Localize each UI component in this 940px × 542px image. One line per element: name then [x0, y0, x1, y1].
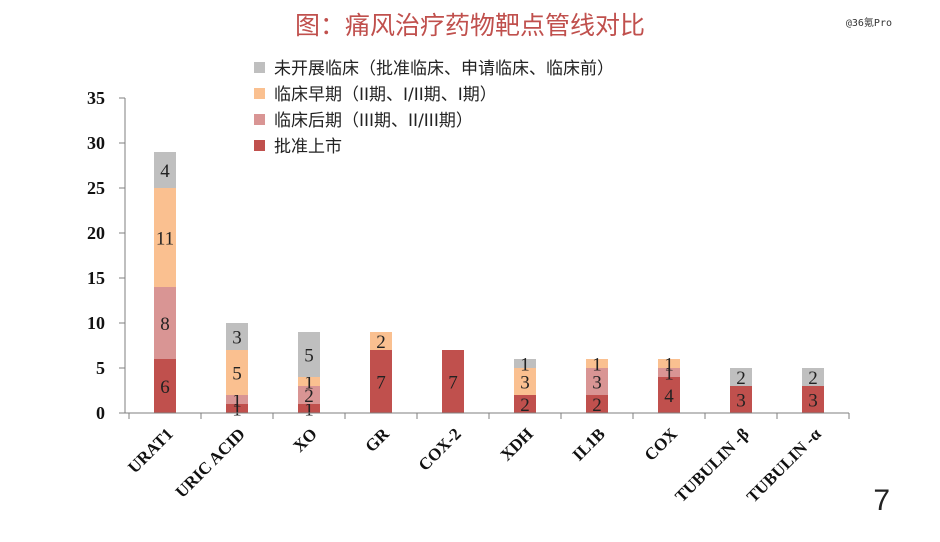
bar-data-label: 1 [592, 355, 602, 376]
x-category-label: XO [289, 424, 320, 455]
legend-swatch [254, 62, 265, 73]
bar-segment [658, 359, 680, 368]
y-tick-label: 5 [96, 358, 105, 378]
x-category-label: TUBULIN -β [671, 424, 753, 506]
bar-data-label: 11 [156, 229, 174, 250]
bar-segment [802, 368, 824, 386]
bar-segment [154, 359, 176, 413]
bar-segment [658, 368, 680, 377]
x-category-label: IL1B [569, 424, 609, 464]
bar-data-label: 8 [160, 314, 170, 335]
bar-data-label: 2 [520, 395, 530, 416]
bar-segment [802, 386, 824, 413]
bar-data-label: 2 [376, 332, 386, 353]
x-category-label: TUBULIN -α [743, 424, 825, 506]
x-category-label: COX [641, 424, 682, 465]
x-category-label: GR [361, 424, 393, 456]
bar-data-label: 2 [304, 386, 314, 407]
bar-segment [586, 368, 608, 395]
legend-entry: 临床后期（III期、II/III期） [274, 111, 473, 131]
y-axis: 0 5 10 15 20 25 30 35 [87, 88, 126, 423]
bar-segment [226, 323, 248, 350]
legend-entry: 批准上市 [274, 137, 342, 157]
y-tick-label: 35 [87, 88, 105, 108]
bar-segment [298, 377, 320, 386]
bar-segment [514, 359, 536, 368]
bar-segment [586, 359, 608, 368]
bar-data-label: 7 [376, 373, 386, 394]
bar-data-label: 6 [160, 377, 170, 398]
legend: 未开展临床（批准临床、申请临床、临床前） 临床早期（II期、I/II期、I期） 临床… [254, 59, 614, 157]
watermark: @36氪Pro [845, 18, 892, 29]
y-tick-label: 25 [87, 178, 105, 198]
bar-data-label: 1 [664, 364, 674, 385]
bar-segment [730, 386, 752, 413]
bar-data-label: 2 [736, 368, 746, 389]
y-tick-label: 0 [96, 403, 105, 423]
y-tick-label: 30 [87, 133, 105, 153]
bar-data-label: 7 [448, 373, 458, 394]
x-category-label: URIC ACID [172, 424, 249, 501]
bar-data-label: 3 [520, 373, 530, 394]
slide-number: 7 [873, 484, 890, 517]
bar-data-label: 2 [808, 368, 818, 389]
bar-data-label: 3 [592, 373, 602, 394]
bar-data-label: 4 [160, 161, 170, 182]
bar-data-label: 2 [592, 395, 602, 416]
bar-segment [514, 368, 536, 395]
bar-segment [226, 404, 248, 413]
bar-segment [154, 152, 176, 188]
bar-segment [226, 395, 248, 404]
legend-swatch [254, 140, 265, 151]
y-tick-label: 15 [87, 268, 105, 288]
bar-segment [298, 386, 320, 404]
bar-segment [370, 332, 392, 350]
bar-segment [658, 377, 680, 413]
bar-segment [154, 188, 176, 287]
bar-segment [586, 395, 608, 413]
y-tick-label: 10 [87, 313, 105, 333]
bar-segment [226, 350, 248, 395]
legend-swatch [254, 114, 265, 125]
bar-data-label: 1 [304, 400, 314, 421]
bar-data-label: 3 [736, 391, 746, 412]
bar-data-label: 5 [232, 364, 242, 385]
bar-data-label: 1 [520, 355, 530, 376]
bar-data-label: 1 [232, 391, 242, 412]
bar-segment [442, 350, 464, 413]
bar-segment [298, 404, 320, 413]
bar-data-label: 3 [232, 328, 242, 349]
bar-data-label: 5 [304, 346, 314, 367]
legend-entry: 临床早期（II期、I/II期、I期） [274, 85, 497, 105]
bar-segment [370, 350, 392, 413]
bar-data-label: 3 [808, 391, 818, 412]
chart-title: 图：痛风治疗药物靶点管线对比 [294, 11, 645, 40]
bar-segment [298, 332, 320, 377]
bar-segment [514, 395, 536, 413]
bar-data-label: 4 [664, 386, 674, 407]
bar-data-label: 1 [304, 373, 314, 394]
bar-data-label: 1 [232, 400, 242, 421]
x-category-label: URAT1 [124, 424, 177, 477]
y-tick-label: 20 [87, 223, 105, 243]
legend-swatch [254, 88, 265, 99]
bar-data-label: 1 [664, 355, 674, 376]
bar-segment [154, 287, 176, 359]
x-category-label: COX-2 [415, 424, 465, 474]
legend-entry: 未开展临床（批准临床、申请临床、临床前） [274, 59, 614, 79]
x-category-label: XDH [497, 424, 537, 464]
bar-segment [730, 368, 752, 386]
